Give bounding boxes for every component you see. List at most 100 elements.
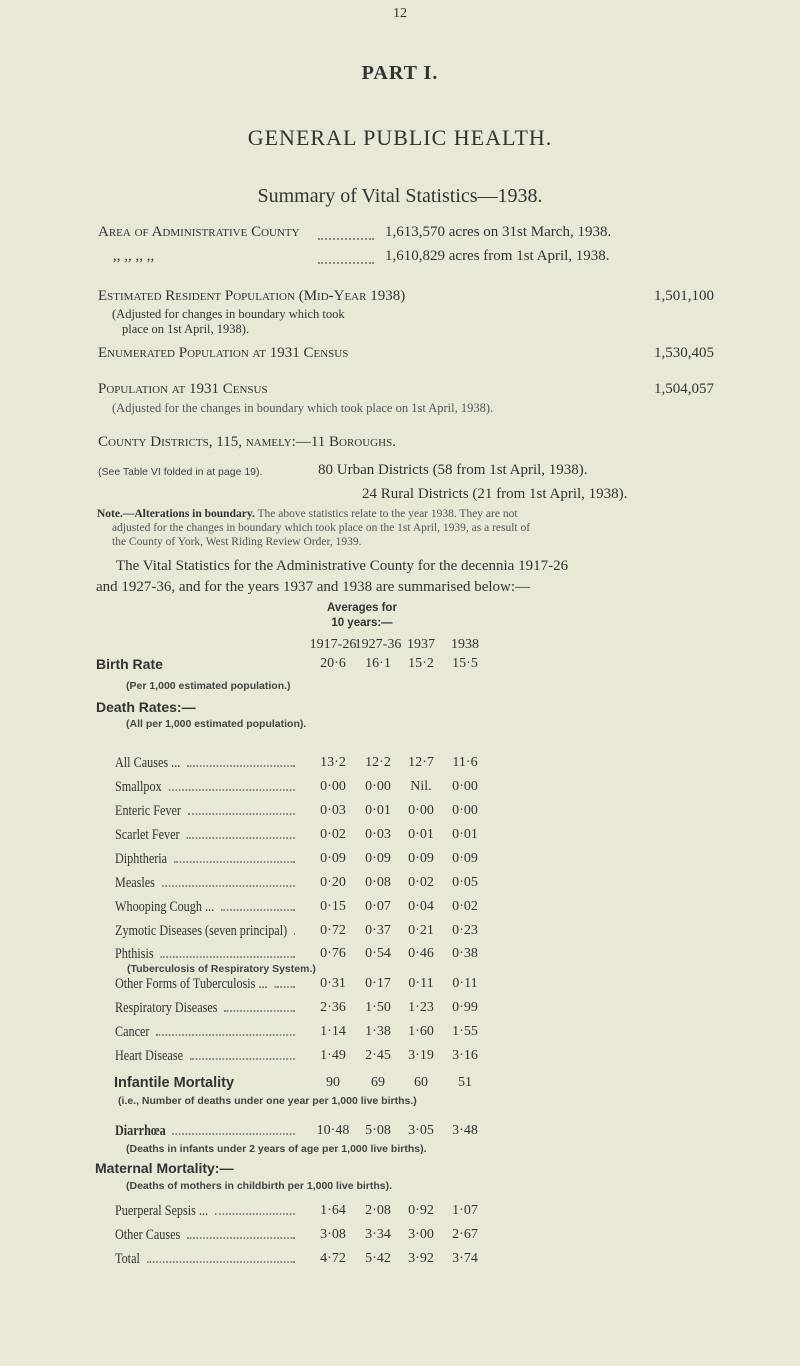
- column-header: 1937: [407, 637, 435, 652]
- table-row-value: 0·99: [452, 1000, 478, 1015]
- table-row-label: Whooping Cough ...: [115, 899, 215, 915]
- maternal-row-value: 3·92: [408, 1251, 434, 1266]
- table-row-value: 3·19: [408, 1048, 434, 1063]
- maternal-row-value: 1·64: [320, 1203, 346, 1218]
- leader-dots: [187, 1237, 295, 1239]
- table-row: Enteric Fever: [115, 803, 300, 819]
- table-row-value: 0·02: [452, 899, 478, 914]
- table-row-label: All Causes ...: [115, 755, 181, 771]
- table-row-value: 2·45: [365, 1048, 391, 1063]
- note-text-2: adjusted for the changes in boundary whi…: [112, 522, 531, 534]
- maternal-row-value: 1·07: [452, 1203, 478, 1218]
- diarrhoea-value: 10·48: [316, 1123, 350, 1138]
- maternal-row-value: 5·42: [365, 1251, 391, 1266]
- table-row-value: 0·38: [452, 946, 478, 961]
- infantile-mortality-value: 90: [326, 1075, 340, 1090]
- table-row-value: 0·11: [408, 976, 434, 991]
- maternal-row-label: Total: [115, 1251, 140, 1267]
- table-row-value: 0·20: [320, 875, 346, 890]
- infantile-mortality-note: (i.e., Number of deaths under one year p…: [118, 1095, 417, 1107]
- averages-sub: 10 years:—: [331, 617, 393, 629]
- table-row-value: 0·02: [320, 827, 346, 842]
- table-row-value: 0·00: [452, 803, 478, 818]
- table-row-label: Other Forms of Tuberculosis ...: [115, 976, 268, 992]
- table-row-value: 0·05: [452, 875, 478, 890]
- table-row-value: 0·04: [408, 899, 434, 914]
- table-row-value: 0·31: [320, 976, 346, 991]
- maternal-row: Other Causes: [115, 1227, 300, 1243]
- maternal-row-value: 2·08: [365, 1203, 391, 1218]
- table-row-value: 12·7: [408, 755, 434, 770]
- table-row: Zymotic Diseases (seven principal): [115, 923, 300, 939]
- table-row-value: 1·55: [452, 1024, 478, 1039]
- section-title: GENERAL PUBLIC HEALTH.: [247, 125, 553, 150]
- diarrhoea-label: Diarrhœa: [115, 1123, 166, 1139]
- note-block: Note.—Alterations in boundary. The above…: [97, 508, 518, 521]
- table-row-note: (Tuberculosis of Respiratory System.): [127, 963, 316, 975]
- infantile-mortality-value: 60: [414, 1075, 428, 1090]
- leader-dots: [173, 861, 295, 863]
- estimated-label: Estimated Resident Population (Mid-Year …: [98, 288, 406, 304]
- note-text-1: The above statistics relate to the year …: [257, 508, 518, 520]
- summary-title: Summary of Vital Statistics—1938.: [257, 185, 543, 207]
- table-row-value: 1·23: [408, 1000, 434, 1015]
- maternal-row-value: 2·67: [452, 1227, 478, 1242]
- table-row-value: 0·37: [365, 923, 391, 938]
- birth-rate-label: Birth Rate: [96, 656, 163, 672]
- leader-dots: [168, 789, 295, 791]
- death-rates-note: (All per 1,000 estimated population).: [126, 718, 307, 730]
- leader-dots: [186, 837, 295, 839]
- diarrhoea-value: 3·48: [452, 1123, 478, 1138]
- table-row-value: 0·00: [320, 779, 346, 794]
- districts-see: (See Table VI folded in at page 19).: [98, 466, 263, 478]
- leader-dots: [214, 1213, 295, 1215]
- table-row-value: 0·01: [452, 827, 478, 842]
- leader-dots: [293, 933, 295, 935]
- districts-line: County Districts, 115, namely:—11 Boroug…: [98, 434, 396, 450]
- column-header: 1917-26: [309, 637, 357, 652]
- table-row-value: 0·21: [408, 923, 434, 938]
- table-row-label: Smallpox: [115, 779, 162, 795]
- table-row-value: Nil.: [410, 779, 432, 794]
- intro-line-2: and 1927-36, and for the years 1937 and …: [96, 579, 531, 595]
- table-row-label: Cancer: [115, 1024, 150, 1040]
- note-text-3: the County of York, West Riding Review O…: [112, 536, 362, 548]
- table-row-label: Diphtheria: [115, 851, 168, 867]
- averages-label: Averages for: [327, 602, 397, 614]
- birth-rate-value: 16·1: [365, 656, 391, 671]
- population-1931-label: Population at 1931 Census: [98, 381, 268, 397]
- leader-dots: [187, 813, 295, 815]
- column-header: 1927-36: [354, 637, 402, 652]
- table-row-value: 1·49: [320, 1048, 346, 1063]
- infantile-mortality-label: Infantile Mortality: [114, 1075, 235, 1091]
- table-row-value: 3·16: [452, 1048, 478, 1063]
- table-row-value: 0·09: [365, 851, 391, 866]
- maternal-row-value: 3·34: [365, 1227, 391, 1242]
- table-row-value: 2·36: [320, 1000, 346, 1015]
- leader-dots: [161, 885, 295, 887]
- table-row-value: 0·03: [365, 827, 391, 842]
- table-row-label: Zymotic Diseases (seven principal): [115, 923, 288, 939]
- leader-dots: [220, 909, 295, 911]
- birth-rate-value: 15·2: [408, 656, 434, 671]
- diarrhoea: Diarrhœa: [115, 1123, 300, 1139]
- table-row-label: Respiratory Diseases: [115, 1000, 218, 1016]
- table-row-value: 1·14: [320, 1024, 346, 1039]
- death-rates-label: Death Rates:—: [96, 699, 196, 715]
- table-row: Measles: [115, 875, 300, 891]
- table-row-label: Measles: [115, 875, 155, 891]
- table-row: Whooping Cough ...: [115, 899, 300, 915]
- maternal-row-label: Puerperal Sepsis ...: [115, 1203, 209, 1219]
- note-head: Note.—Alterations in boundary.: [97, 508, 255, 520]
- enumerated-label: Enumerated Population at 1931 Census: [98, 345, 349, 361]
- leader-dots: [318, 238, 374, 240]
- leader-dots: [187, 765, 295, 767]
- maternal-row-label: Other Causes: [115, 1227, 181, 1243]
- table-row-value: 0·46: [408, 946, 434, 961]
- table-row-value: 0·09: [320, 851, 346, 866]
- infantile-mortality-value: 51: [458, 1075, 472, 1090]
- table-row-value: 0·00: [365, 779, 391, 794]
- enumerated-value: 1,530,405: [654, 345, 714, 361]
- table-row-value: 1·38: [365, 1024, 391, 1039]
- maternal-mortality-label: Maternal Mortality:—: [95, 1160, 234, 1176]
